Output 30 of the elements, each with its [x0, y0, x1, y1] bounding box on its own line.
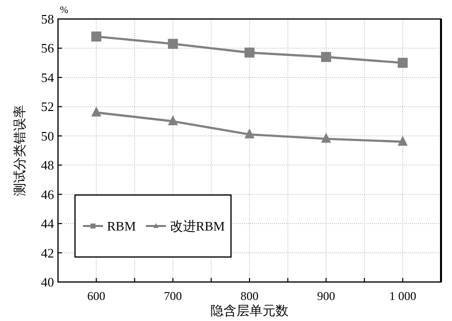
- y-tick-label: 58: [41, 12, 54, 26]
- x-tick-label: 600: [87, 289, 106, 303]
- y-tick-label: 48: [41, 158, 54, 173]
- y-tick-label: 50: [41, 128, 54, 144]
- point: [91, 32, 102, 42]
- x-tick-label: 900: [317, 289, 336, 303]
- y-tick-label: 42: [41, 245, 54, 260]
- point: [244, 128, 254, 138]
- y-tick-label: 54: [41, 70, 54, 85]
- x-axis-title: 隐含层单元数: [210, 303, 288, 318]
- y-tick-label: 40: [41, 274, 54, 290]
- point: [91, 106, 102, 117]
- point: [321, 132, 332, 143]
- x-tick-label: 800: [240, 289, 258, 303]
- y-tick-label: 44: [41, 216, 54, 232]
- x-tick-label: 700: [164, 289, 182, 303]
- y-tick-label: 46: [41, 186, 54, 202]
- y-tick-label: 56: [41, 40, 54, 56]
- x-tick-label: 1 000: [389, 289, 416, 303]
- point: [398, 136, 408, 146]
- point: [244, 48, 254, 58]
- legend-label: RBM: [107, 218, 136, 234]
- point: [168, 115, 178, 126]
- text: %: [60, 5, 68, 16]
- y-tick-label: 52: [41, 99, 54, 114]
- legend-label: 改进RBM: [170, 218, 226, 234]
- y-axis-title: 测试分类错误率: [12, 105, 27, 196]
- point: [168, 38, 178, 49]
- point: [321, 52, 332, 62]
- point: [398, 58, 408, 68]
